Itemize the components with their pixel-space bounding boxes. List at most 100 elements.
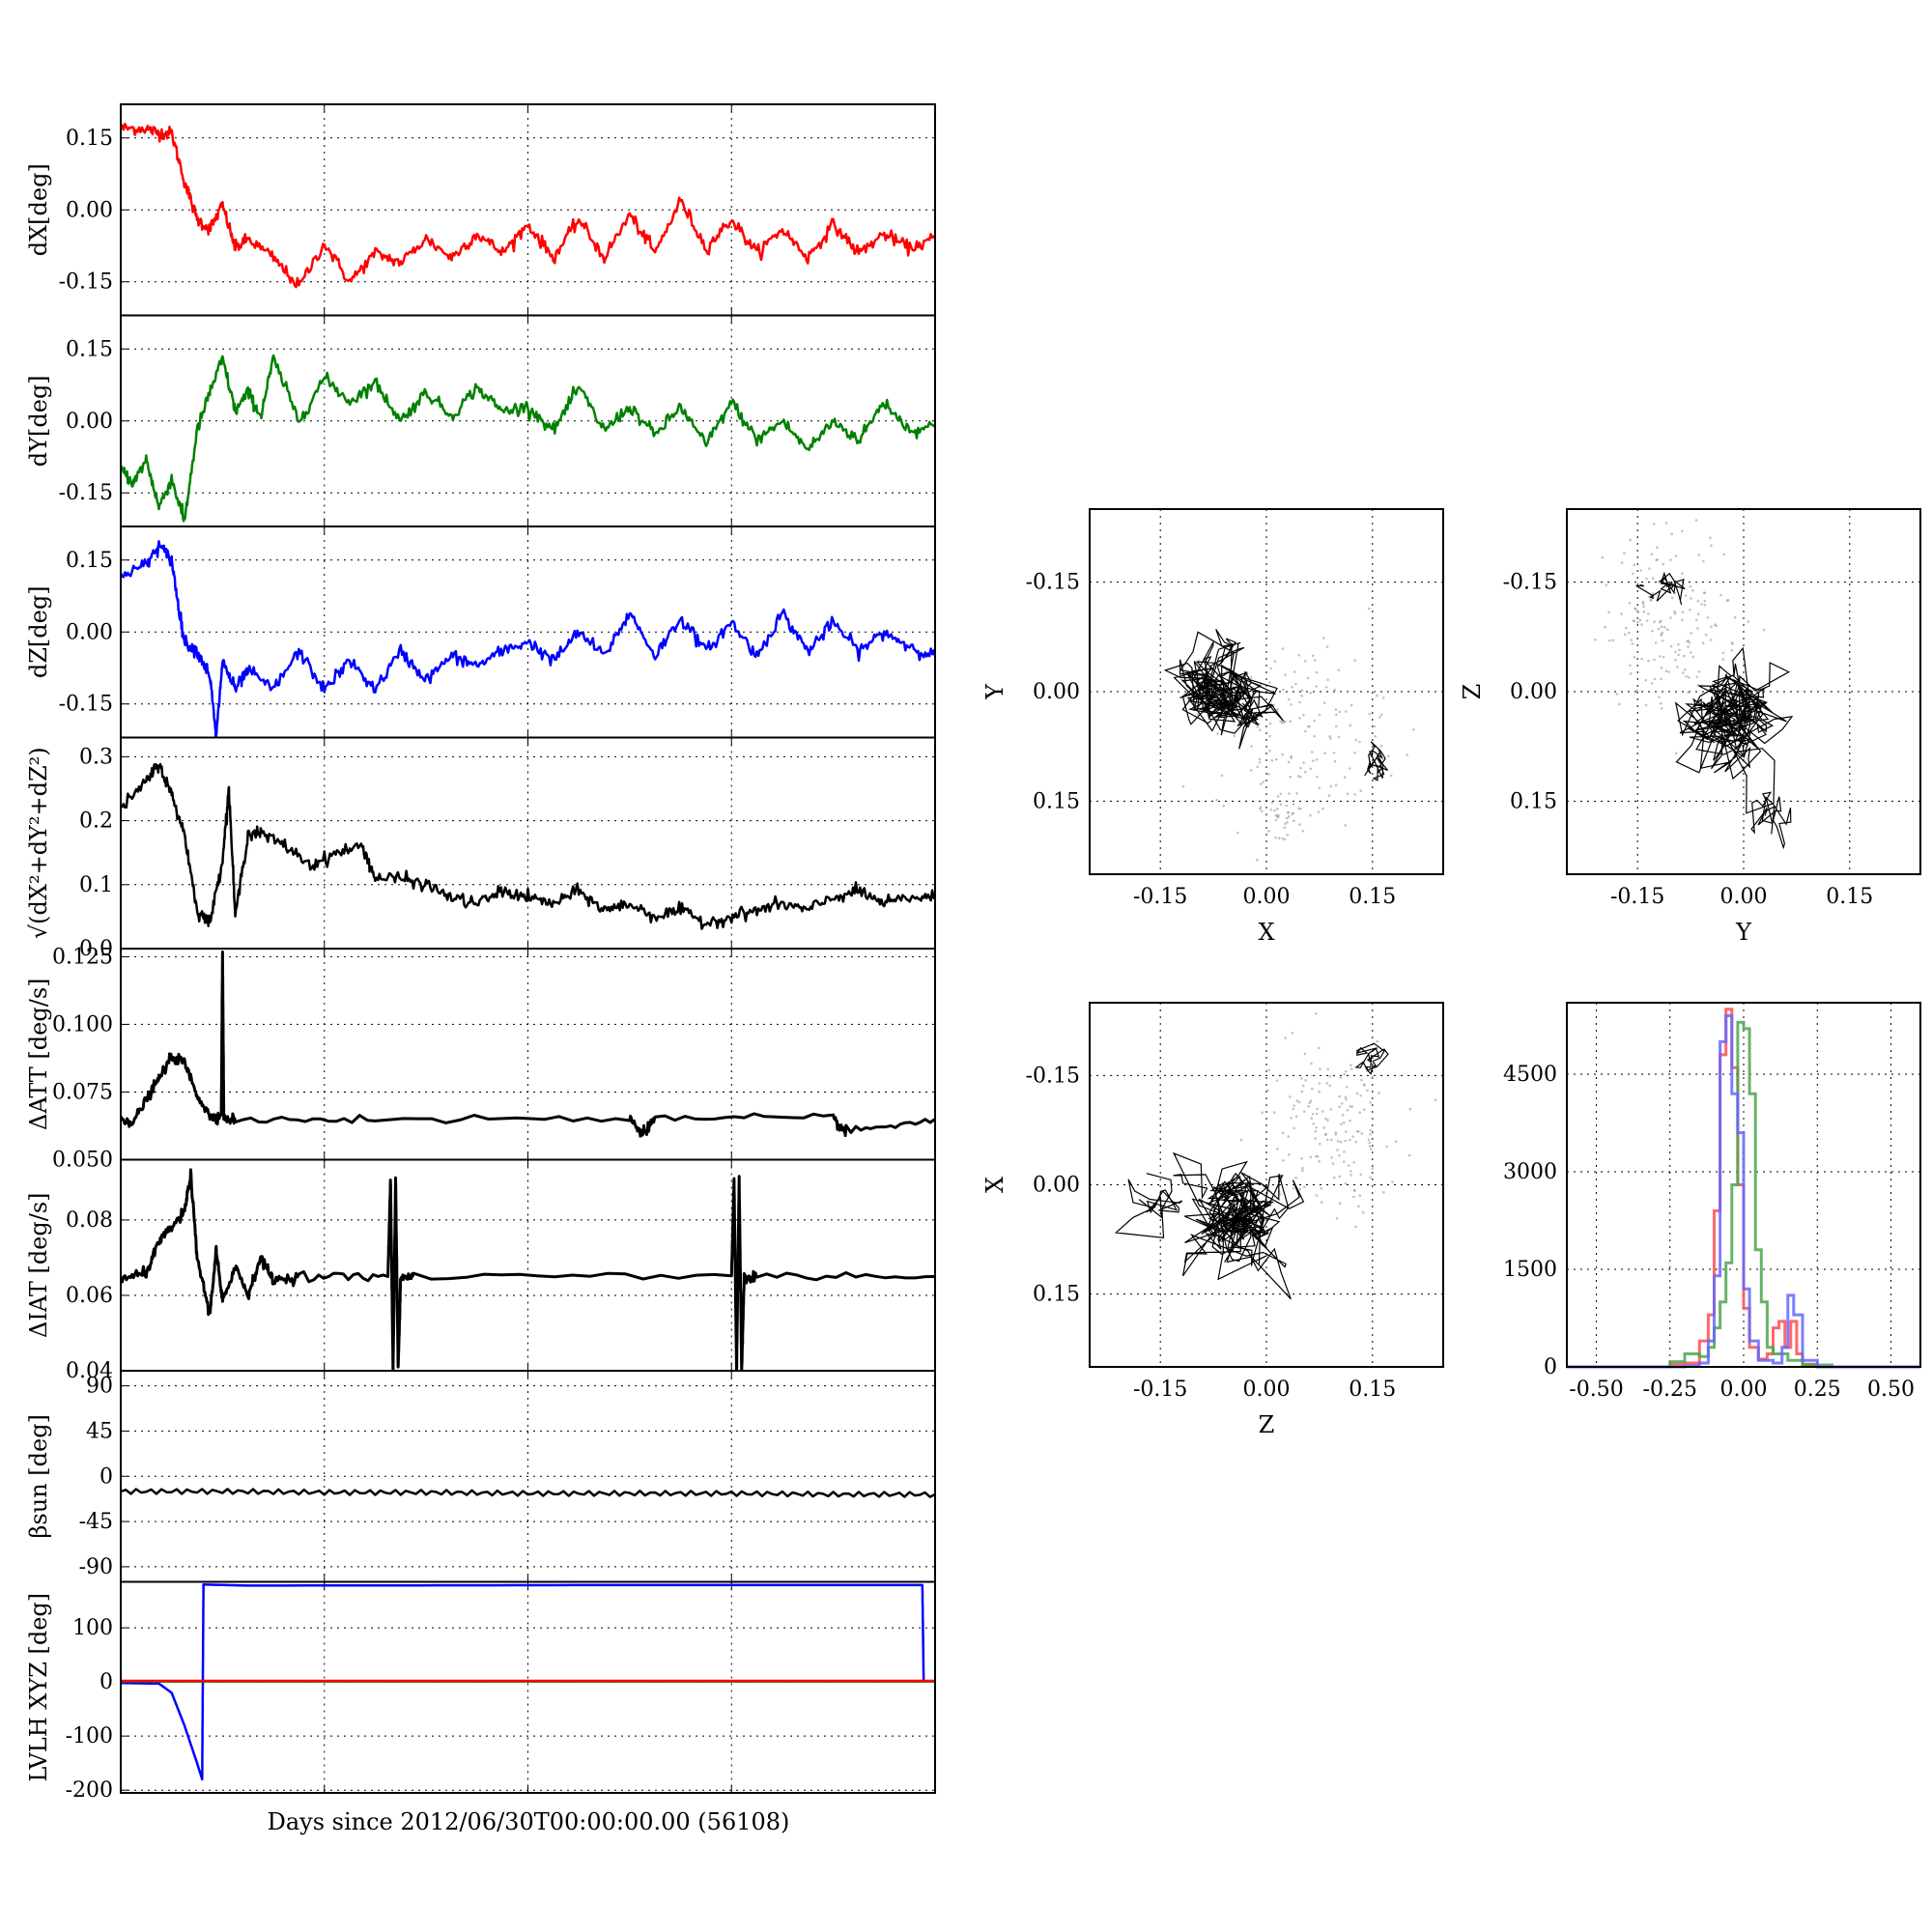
series-group	[121, 1583, 935, 1781]
scatter-point	[1281, 647, 1285, 650]
scatter-point	[1710, 544, 1713, 547]
scatter-point	[1355, 1092, 1359, 1095]
scatter-point	[1261, 1111, 1264, 1115]
scatter-point	[1660, 666, 1663, 669]
scatter-point	[1298, 717, 1301, 720]
scatter-point	[1181, 784, 1185, 788]
scatter-point	[1620, 561, 1624, 564]
y-tick-label: 0.00	[66, 198, 113, 222]
scatter-point	[1660, 701, 1662, 705]
histogram-series	[1567, 1008, 1920, 1369]
scatter-point	[1689, 609, 1691, 611]
scatter-point	[1282, 721, 1286, 724]
series-group	[121, 354, 935, 523]
scatter-point	[1286, 821, 1289, 824]
scatter-point	[1350, 1170, 1352, 1173]
scatter-point	[1318, 1082, 1321, 1085]
scatter-point	[1670, 532, 1673, 536]
scatter-point	[1197, 659, 1201, 663]
scatter-point	[1302, 1110, 1306, 1113]
scatter-point	[1274, 757, 1278, 761]
scatter-point	[1314, 1137, 1317, 1140]
scatter-point	[1267, 1068, 1270, 1072]
time-series-panels: 0.150.00-0.15dX[deg]0.150.00-0.15dY[deg]…	[25, 103, 936, 1803]
scatter-point	[1270, 801, 1274, 805]
y-tick-label: 0.00	[1033, 1174, 1080, 1198]
y-axis-label: βsun [deg]	[25, 1414, 52, 1538]
scatter-point	[1733, 615, 1737, 619]
scatter-point	[1385, 1145, 1388, 1149]
scatter-point	[1335, 1217, 1339, 1220]
scatter-point	[1407, 1153, 1411, 1157]
scatter-point	[1278, 1193, 1282, 1196]
scatter-point	[1677, 653, 1680, 657]
scatter-point	[1258, 761, 1262, 764]
scatter-point	[1307, 1105, 1310, 1108]
scatter-point	[1295, 1099, 1298, 1102]
scatter-point	[1346, 1086, 1349, 1089]
scatter-point	[1327, 794, 1331, 797]
scatter-point	[1348, 767, 1351, 770]
scatter-point	[1338, 1094, 1341, 1098]
scatter-point	[1343, 1073, 1346, 1076]
panel-1: 0.15 0.00 -0.15 dY[deg]	[25, 314, 936, 527]
scatter-point	[1324, 1132, 1327, 1136]
scatter-point	[1641, 602, 1645, 606]
scatter-point	[1664, 522, 1668, 525]
scatter-point	[1349, 724, 1352, 727]
scatter-point	[1696, 600, 1700, 603]
scatter-point	[1325, 1138, 1329, 1142]
scatter-point	[1697, 670, 1701, 673]
scatter-panel-0: -0.15 0.00 0.15 -0.15 0.00 0.15 X Y	[981, 508, 1444, 946]
y-tick-label: 0.050	[52, 1149, 113, 1173]
scatter-point	[1726, 599, 1730, 602]
y-tick-label: 0.2	[79, 810, 113, 834]
scatter-point	[1300, 1157, 1303, 1160]
scatter-point	[1696, 627, 1699, 630]
scatter-point	[1329, 1108, 1332, 1111]
y-tick-label: 0.15	[66, 337, 113, 361]
scatter-point	[1258, 757, 1262, 761]
scatter-point	[1277, 813, 1280, 817]
x-tick-label: -0.50	[1569, 1378, 1623, 1402]
scatter-point	[1279, 803, 1283, 806]
scatter-point	[1328, 734, 1331, 738]
scatter-point	[1694, 519, 1698, 522]
scatter-point	[1685, 674, 1688, 678]
scatter-point	[1719, 593, 1722, 597]
scatter-point	[1274, 836, 1277, 839]
scatter-point	[1297, 775, 1300, 778]
panel-0: 0.15 0.00 -0.15 dX[deg]	[25, 103, 936, 317]
scatter-point	[1256, 859, 1259, 862]
series-line	[121, 950, 935, 1138]
scatter-point	[1281, 1131, 1285, 1134]
scatter-point	[1326, 1119, 1329, 1122]
scatter-points	[1594, 519, 1794, 850]
scatter-point	[1642, 605, 1645, 609]
scatter-point	[1318, 713, 1321, 717]
scatter-point	[1343, 1160, 1346, 1163]
scatter-point	[1298, 823, 1301, 826]
scatter-point	[1313, 659, 1317, 662]
scatter-point	[1607, 611, 1610, 614]
scatter-point	[1639, 569, 1642, 572]
y-axis-label: ΔIAT [deg/s]	[25, 1192, 52, 1338]
scatter-point	[1239, 1138, 1243, 1142]
scatter-point	[1298, 700, 1301, 704]
scatter-point	[1628, 631, 1631, 635]
scatter-point	[1371, 1167, 1375, 1170]
scatter-point	[1344, 1095, 1348, 1099]
scatter-point	[1259, 806, 1263, 810]
scatter-point	[1715, 624, 1718, 628]
scatter-point	[1334, 1131, 1338, 1134]
scatter-point	[1338, 1175, 1341, 1179]
scatter-point	[1309, 1099, 1313, 1102]
scatter-point	[1353, 1189, 1356, 1192]
scatter-point	[1293, 1104, 1295, 1107]
scatter-point	[1324, 686, 1328, 689]
scatter-point	[1687, 691, 1690, 695]
panel-frame	[120, 736, 936, 950]
scatter-point	[1344, 1181, 1348, 1185]
scatter-point	[1300, 1077, 1303, 1080]
scatter-point	[1629, 664, 1632, 668]
